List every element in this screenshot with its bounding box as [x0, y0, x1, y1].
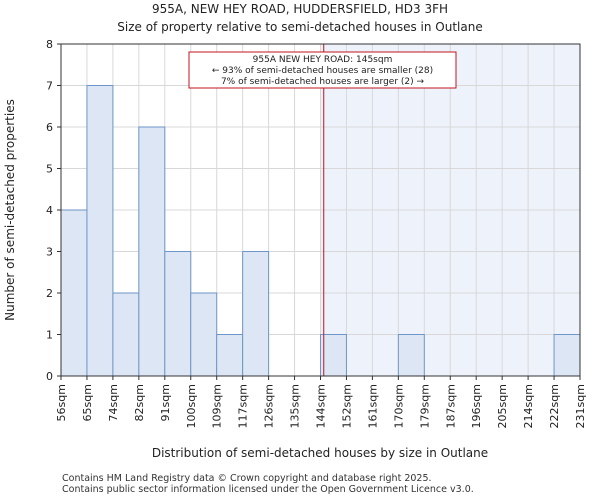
y-tick-label: 4 — [46, 204, 53, 217]
x-tick-label: 65sqm — [81, 384, 94, 421]
x-tick-label: 214sqm — [522, 384, 535, 428]
x-tick-label: 152sqm — [340, 384, 353, 428]
annotation-line-2: ← 93% of semi-detached houses are smalle… — [212, 66, 433, 76]
footer-licence: Contains public sector information licen… — [62, 484, 474, 495]
bar-100sqm — [190, 292, 218, 377]
bar-65sqm — [86, 85, 114, 377]
y-tick-label: 5 — [46, 163, 53, 176]
x-tick-label: 205sqm — [496, 384, 509, 428]
annotation-line-1: 955A NEW HEY ROAD: 145sqm — [253, 55, 393, 65]
y-tick-label: 2 — [46, 287, 53, 300]
x-tick-label: 109sqm — [211, 384, 224, 428]
bar-117sqm — [242, 251, 270, 377]
bar-222sqm — [553, 334, 581, 377]
x-tick-label: 91sqm — [159, 384, 172, 421]
y-tick-label: 0 — [46, 370, 53, 383]
y-tick-label: 1 — [46, 329, 53, 342]
bar-82sqm — [138, 126, 166, 377]
x-tick-label: 231sqm — [574, 384, 587, 428]
chart-title-address: 955A, NEW HEY ROAD, HUDDERSFIELD, HD3 3F… — [151, 2, 449, 16]
bar-144sqm — [320, 334, 347, 377]
x-tick-label: 196sqm — [470, 384, 483, 428]
x-tick-label: 144sqm — [315, 384, 328, 428]
bar-91sqm — [164, 251, 192, 377]
x-tick-label: 117sqm — [237, 384, 250, 428]
bar-74sqm — [112, 292, 140, 377]
x-tick-label: 161sqm — [366, 384, 379, 428]
x-tick-label: 170sqm — [392, 384, 405, 428]
annotation-box — [188, 51, 457, 89]
x-tick-label: 187sqm — [444, 384, 457, 428]
x-tick-label: 56sqm — [55, 384, 68, 421]
bar-109sqm — [216, 334, 244, 377]
x-tick-label: 135sqm — [289, 384, 302, 428]
y-tick-label: 6 — [46, 121, 53, 134]
y-axis-label: Number of semi-detached properties — [3, 99, 17, 321]
x-tick-label: 126sqm — [263, 384, 276, 428]
bar-56sqm — [60, 209, 88, 377]
x-tick-label: 100sqm — [185, 384, 198, 428]
y-tick-label: 8 — [46, 38, 53, 51]
chart-title-subtitle: Size of property relative to semi-detach… — [117, 20, 483, 34]
annotation-line-3: 7% of semi-detached houses are larger (2… — [221, 77, 425, 87]
footer-copyright: Contains HM Land Registry data © Crown c… — [62, 473, 432, 484]
bar-170sqm — [397, 334, 425, 377]
y-tick-label: 7 — [46, 80, 53, 93]
x-tick-label: 179sqm — [418, 384, 431, 428]
x-axis-label: Distribution of semi-detached houses by … — [152, 446, 488, 460]
y-tick-label: 3 — [46, 246, 53, 259]
x-tick-label: 222sqm — [548, 384, 561, 428]
x-tick-label: 74sqm — [107, 384, 120, 421]
x-tick-label: 82sqm — [133, 384, 146, 421]
